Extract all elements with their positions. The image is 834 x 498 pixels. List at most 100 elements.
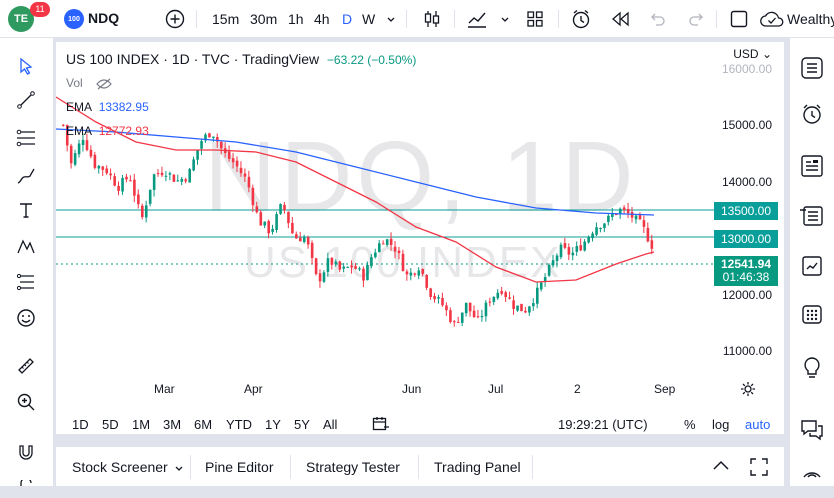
range-1d[interactable]: 1D — [72, 417, 89, 432]
prediction-icon[interactable] — [14, 270, 38, 294]
calendar-icon[interactable] — [798, 300, 826, 328]
volume-legend[interactable]: Vol — [66, 76, 112, 90]
smile-icon[interactable] — [14, 306, 38, 330]
zoom-in-icon[interactable] — [14, 390, 38, 414]
range-all[interactable]: All — [323, 417, 338, 432]
fullscreen-square-icon[interactable] — [730, 0, 748, 38]
trend-line-icon[interactable] — [14, 88, 38, 112]
data-window-icon[interactable] — [798, 152, 826, 180]
user-avatar[interactable]: TE — [8, 6, 34, 32]
alert-clock-icon[interactable] — [570, 0, 592, 38]
symbol-search-button[interactable]: NDQ — [88, 10, 120, 26]
brush-icon[interactable] — [14, 164, 38, 188]
candle-body — [299, 237, 302, 242]
lock-icon[interactable] — [14, 474, 38, 498]
range-5y[interactable]: 5Y — [294, 417, 310, 432]
layouts-icon[interactable] — [526, 0, 544, 38]
interval-d[interactable]: D — [342, 11, 353, 27]
eye-hidden-icon[interactable] — [96, 78, 112, 90]
range-3m[interactable]: 3M — [163, 417, 182, 432]
log-toggle[interactable]: log — [712, 417, 730, 432]
candle-body — [381, 243, 385, 245]
magnet-icon[interactable] — [14, 440, 38, 464]
candle-body — [109, 173, 112, 176]
chevron-up-icon[interactable] — [712, 459, 730, 478]
candle-body — [164, 175, 168, 177]
chart-legend-title[interactable]: US 100 INDEX · 1D · TVC · TradingView −6… — [66, 51, 417, 67]
indicators-icon[interactable] — [466, 0, 488, 38]
ruler-icon[interactable] — [14, 354, 38, 378]
fib-retracement-icon[interactable] — [14, 126, 38, 150]
interval-15m[interactable]: 15m — [212, 11, 240, 27]
candle-body — [437, 297, 440, 299]
range-1m[interactable]: 1M — [132, 417, 151, 432]
candle-body — [587, 237, 590, 243]
candle-body — [650, 240, 654, 249]
interval-1h[interactable]: 1h — [288, 11, 304, 27]
settings-gear-icon[interactable] — [740, 381, 756, 402]
news-icon[interactable] — [798, 202, 826, 230]
candle-body — [504, 292, 507, 298]
ema-slow-legend[interactable]: EMA 13382.95 — [66, 100, 149, 114]
candle-body — [243, 173, 247, 177]
chevron-down-icon[interactable] — [174, 460, 184, 478]
range-ytd[interactable]: YTD — [226, 417, 252, 432]
range-1y[interactable]: 1Y — [265, 417, 281, 432]
redo-icon[interactable] — [688, 0, 704, 38]
tab-strategy-tester[interactable]: Strategy Tester — [306, 459, 400, 475]
level-tag-13500[interactable]: 13500.00 — [714, 202, 778, 220]
interval-4h[interactable]: 4h — [314, 11, 330, 27]
cloud-save-icon[interactable] — [760, 0, 784, 38]
range-6m[interactable]: 6M — [194, 417, 213, 432]
watchlist-icon[interactable] — [798, 54, 826, 82]
undo-icon[interactable] — [650, 0, 666, 38]
ema-fast-legend[interactable]: EMA 12772.93 — [66, 124, 149, 138]
percent-toggle[interactable]: % — [684, 417, 696, 432]
candle-body — [401, 253, 405, 272]
maximize-panel-icon[interactable] — [750, 458, 768, 481]
tab-pine-editor[interactable]: Pine Editor — [205, 459, 274, 475]
patterns-icon[interactable] — [14, 234, 38, 258]
go-to-date-icon[interactable] — [372, 416, 390, 435]
ideas-bulb-icon[interactable] — [798, 354, 826, 382]
candle-body — [93, 154, 97, 168]
interval-w[interactable]: W — [362, 11, 376, 27]
candle-body — [129, 180, 132, 182]
cursor-icon[interactable] — [14, 54, 38, 78]
candle-body — [354, 266, 357, 269]
replay-icon[interactable] — [610, 0, 630, 38]
candles-group — [62, 124, 654, 327]
candle-body — [188, 169, 191, 183]
range-5d[interactable]: 5D — [102, 417, 119, 432]
price-plot[interactable] — [56, 42, 784, 434]
time-label: Sep — [654, 382, 676, 396]
streams-icon[interactable] — [798, 458, 826, 486]
tab-stock-screener[interactable]: Stock Screener — [72, 459, 168, 475]
add-symbol-icon[interactable] — [164, 0, 186, 38]
candle-body — [524, 310, 527, 313]
chevron-down-icon[interactable] — [500, 0, 510, 38]
chevron-down-icon[interactable] — [386, 0, 396, 38]
candle-body — [484, 302, 488, 317]
alarm-clock-icon[interactable] — [798, 100, 826, 128]
auto-toggle[interactable]: auto — [745, 417, 771, 432]
candle-body — [460, 312, 464, 323]
level-tag-13000[interactable]: 13000.00 — [714, 230, 778, 248]
layout-name-label[interactable]: Wealthy — [787, 11, 834, 27]
candle-body — [216, 137, 219, 142]
chat-icon[interactable] — [798, 416, 826, 444]
interval-30m[interactable]: 30m — [250, 11, 278, 27]
candle-body — [611, 214, 614, 217]
time-label: Apr — [244, 382, 263, 396]
tab-trading-panel[interactable]: Trading Panel — [434, 459, 521, 475]
currency-selector[interactable]: USD ⌄ — [733, 47, 772, 61]
candles-icon[interactable] — [422, 0, 442, 38]
chart-pane[interactable]: NDQ, 1D US 100 INDEX US 100 INDEX · 1D ·… — [56, 42, 784, 434]
candle-body — [117, 185, 120, 191]
text-tool-icon[interactable] — [14, 198, 38, 222]
hotlist-icon[interactable] — [798, 252, 826, 280]
clock-readout[interactable]: 19:29:21 (UTC) — [558, 417, 648, 432]
ema-slow-line — [56, 128, 655, 216]
candle-body — [575, 246, 579, 252]
candle-body — [133, 179, 136, 196]
